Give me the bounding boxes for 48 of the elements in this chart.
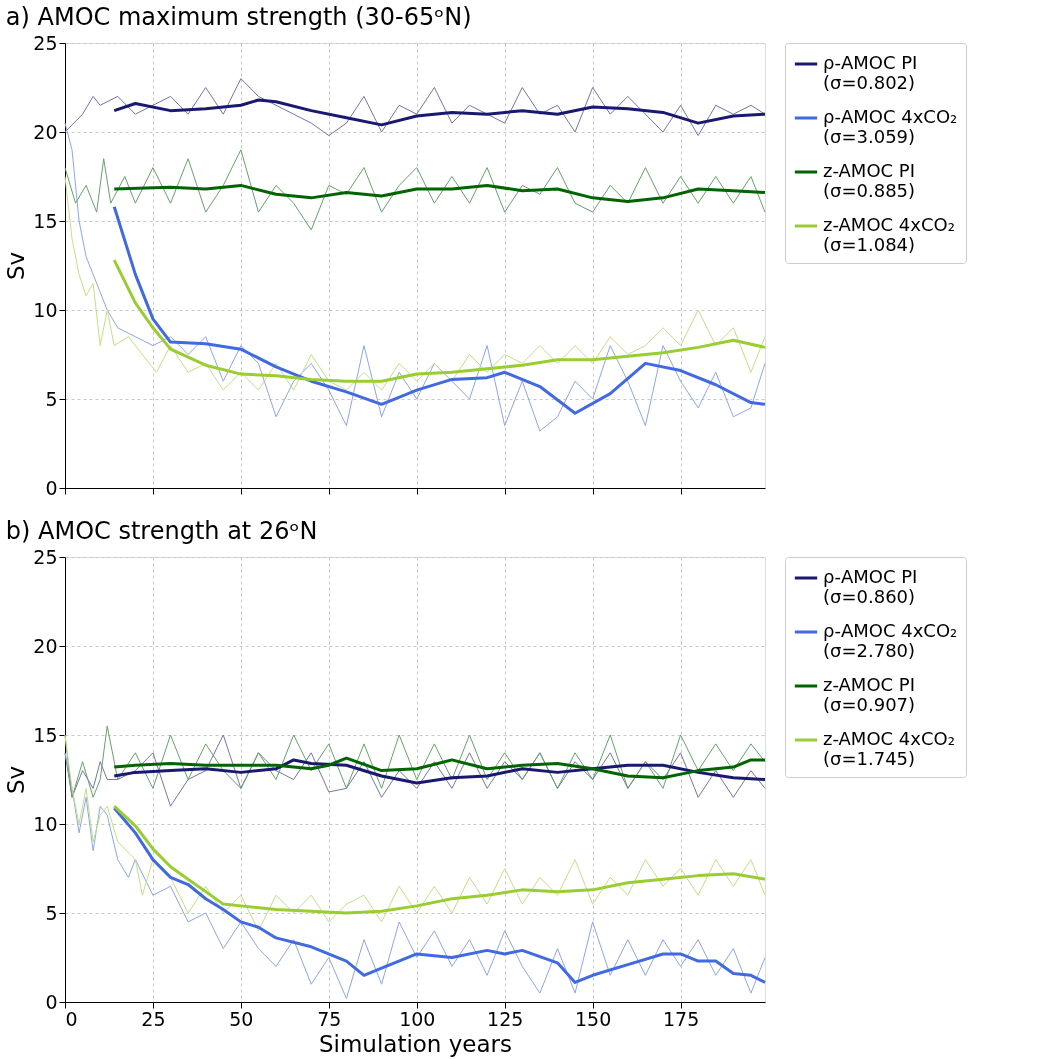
chart-title: b) AMOC strength at 26ᵒN [5, 517, 318, 545]
legend-label: z-AMOC 4xCO₂ (σ=1.745) [823, 728, 955, 769]
legend-label: ρ-AMOC 4xCO₂ (σ=3.059) [823, 106, 958, 147]
legend-label: z-AMOC PI (σ=0.885) [823, 160, 916, 201]
x-tick-label: 100 [399, 1007, 436, 1030]
y-tick-label: 15 [33, 723, 58, 746]
line-series [64, 752, 766, 999]
y-tick-label: 25 [33, 545, 58, 568]
y-tick-label: 5 [45, 901, 58, 924]
x-tick-label: 125 [487, 1007, 524, 1030]
line-series [112, 806, 767, 984]
x-tick-label: 0 [65, 1007, 78, 1030]
line-series [64, 149, 766, 231]
legend-label: ρ-AMOC 4xCO₂ (σ=2.780) [823, 620, 958, 661]
y-tick-label: 25 [33, 31, 58, 54]
x-tick-label: 50 [229, 1007, 254, 1030]
line-series [112, 183, 767, 203]
line-series [64, 122, 766, 432]
line-series [64, 734, 766, 932]
line-series [112, 258, 767, 383]
y-tick-label: 20 [33, 634, 58, 657]
legend-label: ρ-AMOC PI (σ=0.802) [823, 52, 918, 93]
y-tick-label: 0 [45, 990, 58, 1013]
x-axis-title: Simulation years [318, 1030, 513, 1057]
y-tick-label: 10 [33, 298, 58, 321]
legend-label: z-AMOC PI (σ=0.907) [823, 674, 916, 715]
y-axis-title: Sv [3, 251, 30, 281]
line-series [64, 725, 766, 798]
y-axis-title: Sv [3, 765, 30, 795]
x-tick-label: 25 [141, 1007, 166, 1030]
line-series [112, 804, 767, 915]
y-tick-label: 5 [45, 387, 58, 410]
legend-label: z-AMOC 4xCO₂ (σ=1.084) [823, 214, 955, 255]
y-tick-label: 20 [33, 120, 58, 143]
legend-label: ρ-AMOC PI (σ=0.860) [823, 566, 918, 607]
x-tick-label: 75 [317, 1007, 342, 1030]
x-tick-label: 150 [575, 1007, 612, 1030]
y-tick-label: 15 [33, 209, 58, 232]
line-series [64, 176, 766, 391]
y-tick-label: 0 [45, 476, 58, 499]
chart-title: a) AMOC maximum strength (30-65ᵒN) [5, 3, 472, 31]
line-series [112, 98, 767, 127]
line-series [64, 78, 766, 137]
x-tick-label: 175 [662, 1007, 700, 1030]
y-tick-label: 10 [33, 812, 58, 835]
line-series [112, 756, 767, 780]
line-series [112, 205, 767, 415]
line-series [112, 758, 767, 785]
